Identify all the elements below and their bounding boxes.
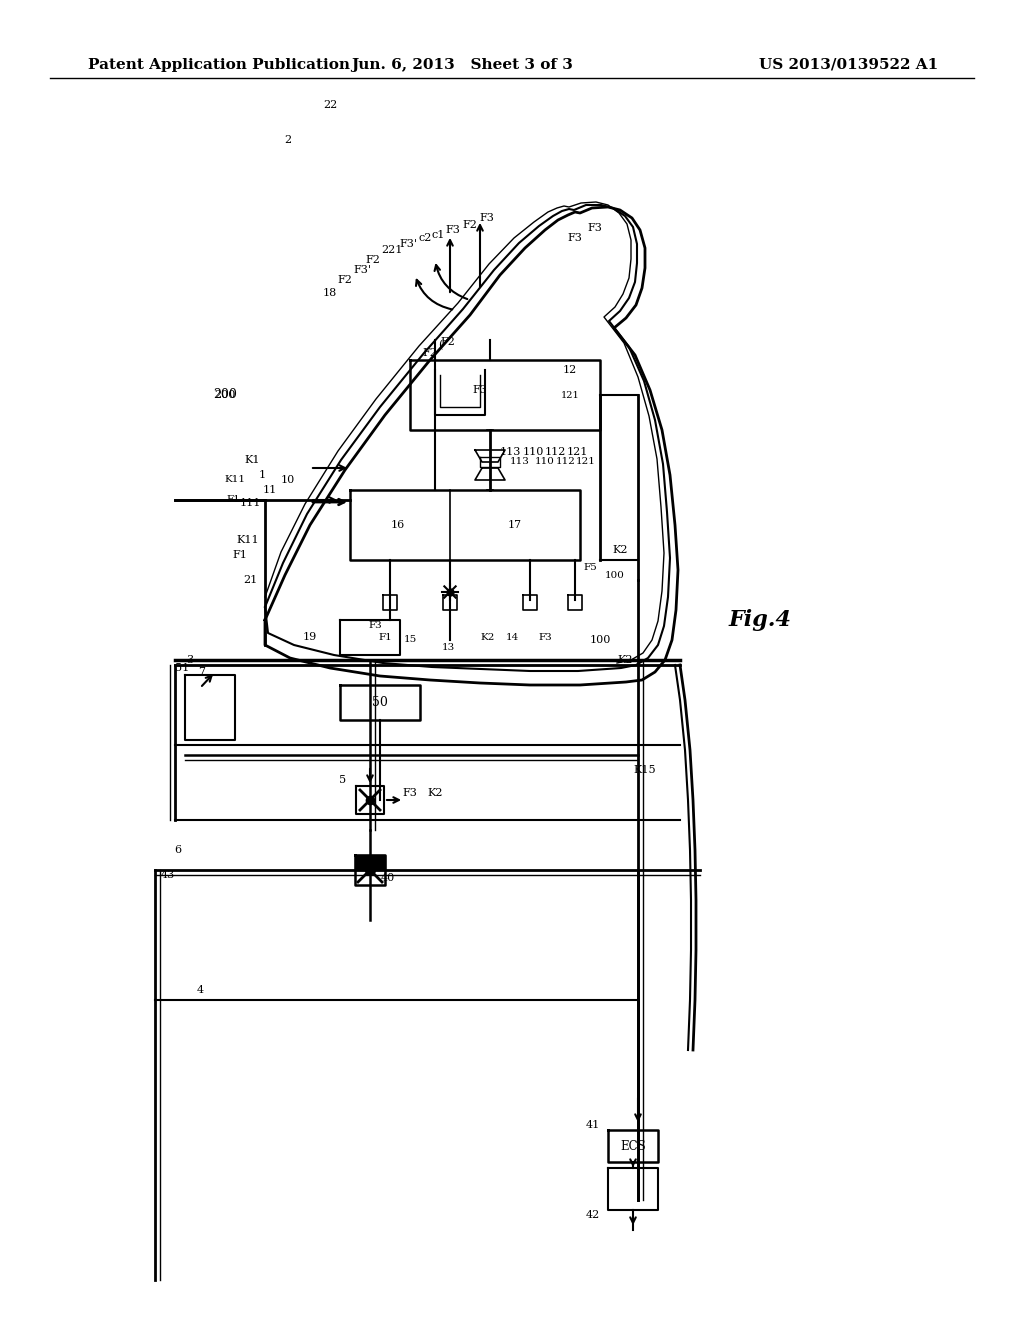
Text: F3': F3' [353,265,371,275]
Text: 113: 113 [500,447,520,457]
Text: F3: F3 [402,788,418,799]
Text: F3: F3 [472,385,487,395]
Text: F2: F2 [366,255,381,265]
Text: 42: 42 [586,1210,600,1220]
Text: 3: 3 [186,655,194,665]
Text: 50: 50 [372,696,388,709]
Text: F1: F1 [378,634,392,643]
Text: 40: 40 [381,873,395,883]
Text: K2: K2 [481,634,496,643]
Text: 121: 121 [575,458,596,466]
Text: K11: K11 [224,475,246,484]
Text: 113: 113 [510,458,529,466]
Text: F1: F1 [226,495,240,504]
Text: F2: F2 [440,337,456,347]
Text: 22: 22 [323,100,337,110]
Text: 200: 200 [214,389,236,400]
Text: F3: F3 [368,620,382,630]
Text: F2: F2 [338,275,352,285]
Text: K2: K2 [612,545,628,554]
Text: F2: F2 [463,220,477,230]
Text: Fig.4: Fig.4 [728,609,792,631]
Text: 100: 100 [590,635,610,645]
Text: 12: 12 [563,366,578,375]
Text: (: ( [438,339,442,350]
Text: 112: 112 [556,458,575,466]
Text: 13: 13 [441,644,455,652]
Text: 4: 4 [197,985,204,995]
Text: F3: F3 [588,223,602,234]
Text: c2: c2 [419,234,432,243]
Text: 110: 110 [522,447,544,457]
Text: 111: 111 [240,498,261,508]
Text: 5: 5 [339,775,346,785]
Text: K2: K2 [427,788,442,799]
Text: 1: 1 [258,470,265,480]
Text: Patent Application Publication: Patent Application Publication [88,58,350,73]
Text: 221: 221 [381,246,402,255]
Text: 200: 200 [213,388,237,401]
Text: 41: 41 [586,1119,600,1130]
Text: Jun. 6, 2013   Sheet 3 of 3: Jun. 6, 2013 Sheet 3 of 3 [351,58,573,73]
Text: F3: F3 [445,224,461,235]
Text: ECS: ECS [621,1139,646,1152]
Text: 19: 19 [303,632,317,642]
Text: c1: c1 [431,230,444,240]
Text: 51: 51 [175,663,189,673]
Text: 2: 2 [285,135,292,145]
Text: F3: F3 [479,213,495,223]
Text: F2: F2 [423,348,437,358]
Text: F1: F1 [232,550,248,560]
Text: US 2013/0139522 A1: US 2013/0139522 A1 [759,58,938,73]
Text: F3: F3 [539,634,552,643]
Text: 100: 100 [605,570,625,579]
Text: K15: K15 [634,766,656,775]
Text: F3': F3' [399,239,417,249]
Text: 112: 112 [545,447,565,457]
Text: 14: 14 [506,634,518,643]
Text: 121: 121 [560,391,580,400]
Text: K1: K1 [245,455,260,465]
Text: 18: 18 [323,288,337,298]
Text: 21: 21 [243,576,257,585]
Text: 17: 17 [508,520,522,531]
Text: 6: 6 [174,845,181,855]
Text: K2: K2 [617,655,633,665]
Text: K11: K11 [237,535,259,545]
Text: F5: F5 [583,564,597,573]
Polygon shape [355,855,385,870]
Text: 7: 7 [199,667,206,677]
Text: 10: 10 [281,475,295,484]
Text: 110: 110 [535,458,555,466]
Text: 15: 15 [403,635,417,644]
Text: F3: F3 [567,234,583,243]
Text: 16: 16 [391,520,406,531]
Text: 11: 11 [263,484,278,495]
Text: 43: 43 [161,870,175,880]
Text: 121: 121 [566,447,588,457]
